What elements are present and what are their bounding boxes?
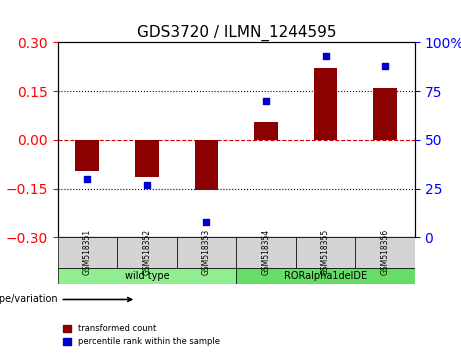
Point: [381, 63, 389, 69]
Text: GSM518353: GSM518353: [202, 229, 211, 275]
Text: genotype/variation: genotype/variation: [0, 295, 131, 304]
Title: GDS3720 / ILMN_1244595: GDS3720 / ILMN_1244595: [136, 25, 336, 41]
Text: GSM518356: GSM518356: [381, 229, 390, 275]
Text: GSM518351: GSM518351: [83, 229, 92, 275]
FancyBboxPatch shape: [236, 268, 415, 284]
Text: GSM518355: GSM518355: [321, 229, 330, 275]
FancyBboxPatch shape: [355, 237, 415, 268]
Bar: [254, 122, 278, 140]
Point: [84, 176, 91, 182]
FancyBboxPatch shape: [296, 237, 355, 268]
Text: GSM518354: GSM518354: [261, 229, 271, 275]
Bar: [195, 140, 219, 190]
Bar: [76, 140, 99, 171]
Bar: [373, 88, 397, 140]
Text: GSM518352: GSM518352: [142, 229, 152, 275]
Legend: transformed count, percentile rank within the sample: transformed count, percentile rank withi…: [59, 321, 223, 350]
FancyBboxPatch shape: [58, 268, 236, 284]
FancyBboxPatch shape: [177, 237, 236, 268]
FancyBboxPatch shape: [58, 237, 117, 268]
Bar: [313, 68, 337, 140]
FancyBboxPatch shape: [236, 237, 296, 268]
Point: [262, 98, 270, 104]
Point: [322, 53, 329, 59]
Text: wild type: wild type: [124, 271, 169, 281]
Bar: [135, 140, 159, 177]
Text: RORalpha1delDE: RORalpha1delDE: [284, 271, 367, 281]
FancyBboxPatch shape: [117, 237, 177, 268]
Point: [143, 182, 151, 188]
Point: [203, 219, 210, 224]
